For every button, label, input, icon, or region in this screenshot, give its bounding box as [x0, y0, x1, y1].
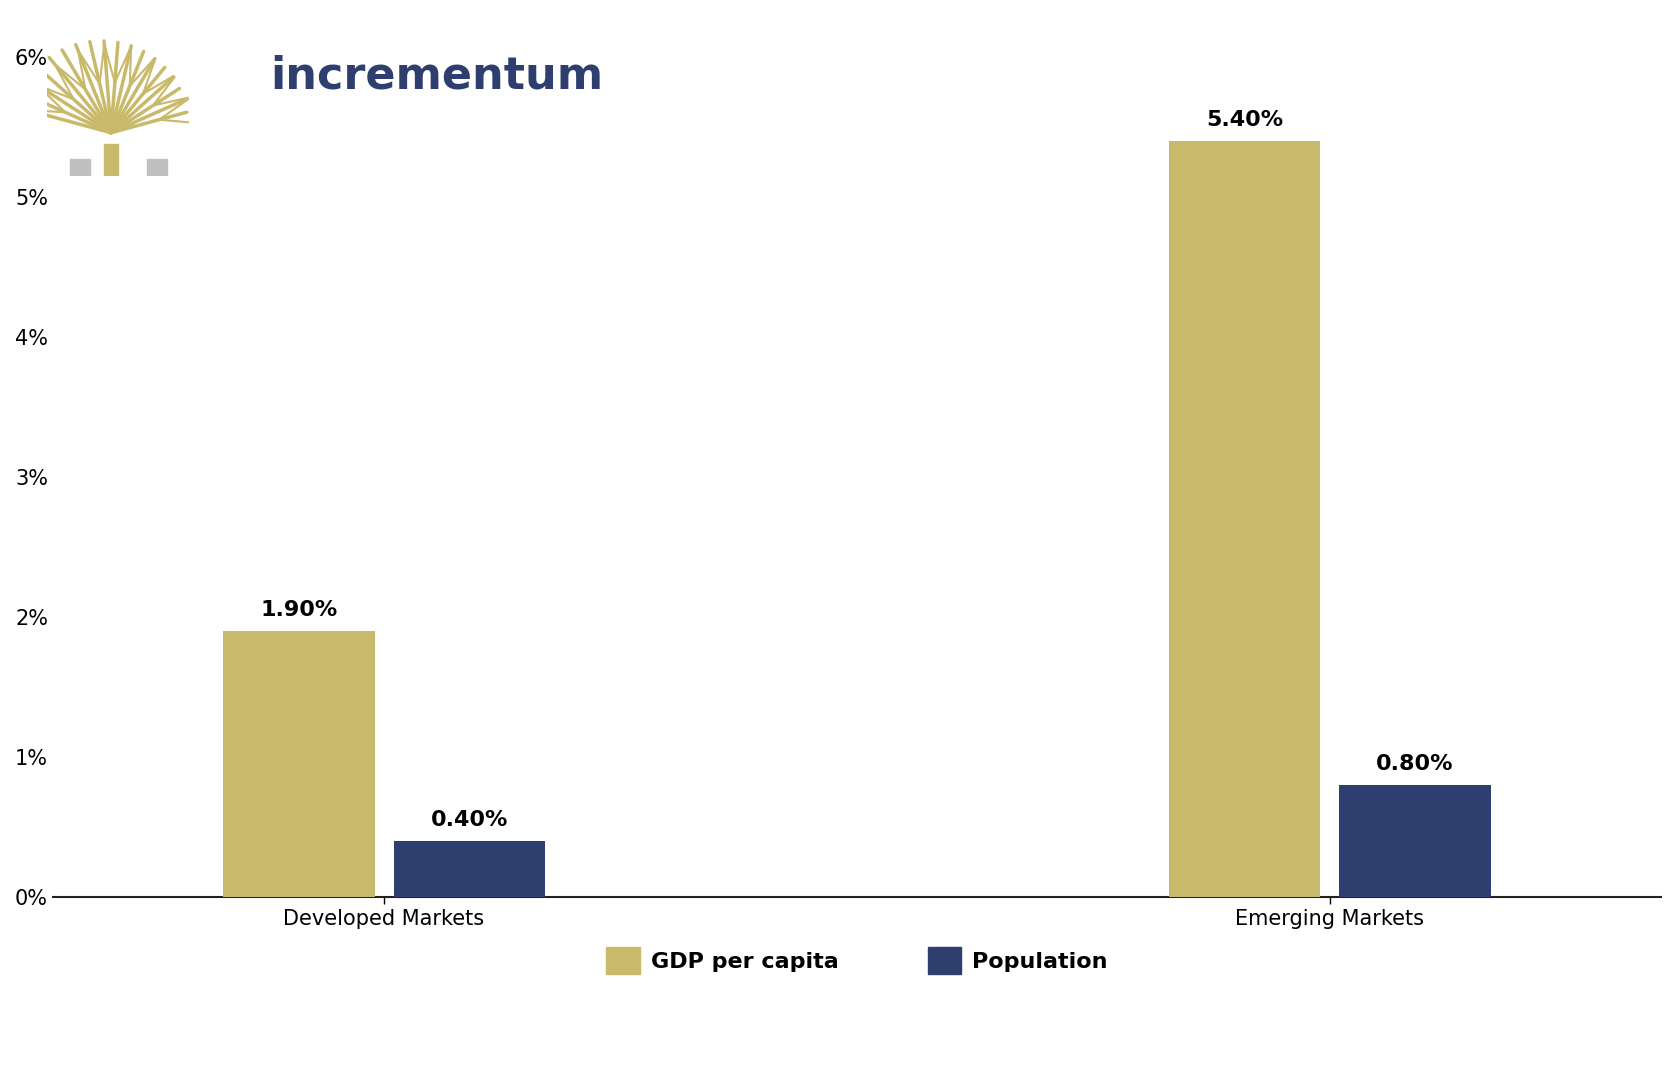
Bar	[223, 631, 375, 898]
Legend: GDP per capita, Population: GDP per capita, Population	[598, 938, 1116, 983]
Text: 0.40%: 0.40%	[431, 810, 508, 830]
Bar	[1170, 141, 1321, 898]
Bar	[1339, 786, 1490, 898]
Text: 0.80%: 0.80%	[1376, 754, 1453, 774]
Bar	[394, 841, 545, 898]
Text: 5.40%: 5.40%	[1207, 110, 1284, 130]
Bar	[104, 144, 117, 176]
Text: incrementum: incrementum	[270, 54, 603, 98]
Text: 1.90%: 1.90%	[260, 600, 337, 620]
Bar	[147, 159, 166, 176]
Bar	[70, 159, 91, 176]
